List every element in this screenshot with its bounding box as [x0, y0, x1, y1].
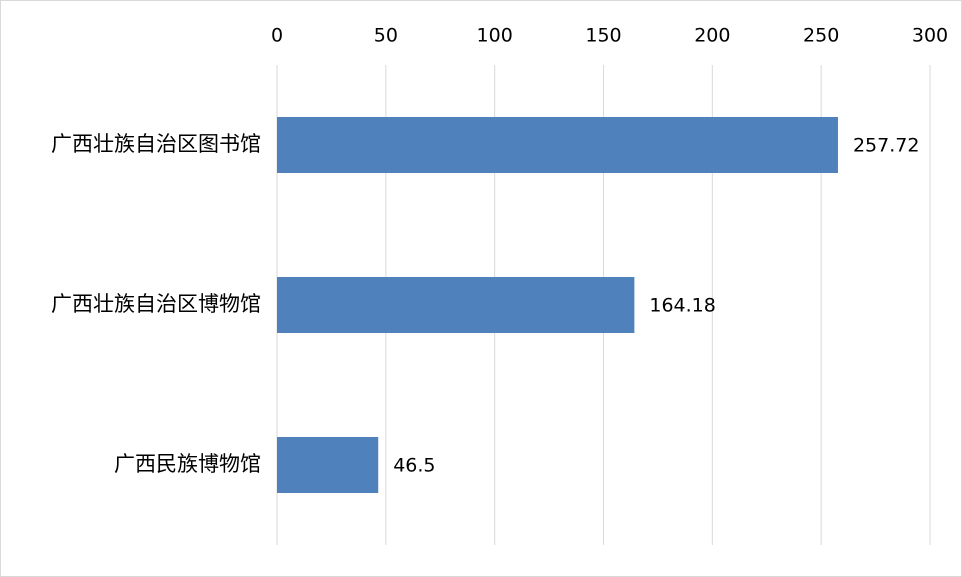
x-tick-label: 150 [585, 25, 621, 47]
y-tick-label: 广西壮族自治区图书馆 [51, 132, 261, 156]
x-tick-label: 250 [803, 25, 839, 47]
data-label: 164.18 [649, 295, 715, 317]
x-tick-label: 100 [477, 25, 513, 47]
bar [277, 277, 635, 333]
data-label: 46.5 [393, 455, 435, 477]
x-tick-label: 300 [912, 25, 948, 47]
x-tick-label: 200 [694, 25, 730, 47]
y-tick-label: 广西民族博物馆 [114, 452, 261, 476]
y-tick-label: 广西壮族自治区博物馆 [51, 292, 261, 316]
bar [277, 117, 838, 173]
x-tick-label: 50 [374, 25, 398, 47]
data-label: 257.72 [853, 135, 919, 157]
x-tick-label: 0 [271, 25, 283, 47]
bar [277, 437, 379, 493]
